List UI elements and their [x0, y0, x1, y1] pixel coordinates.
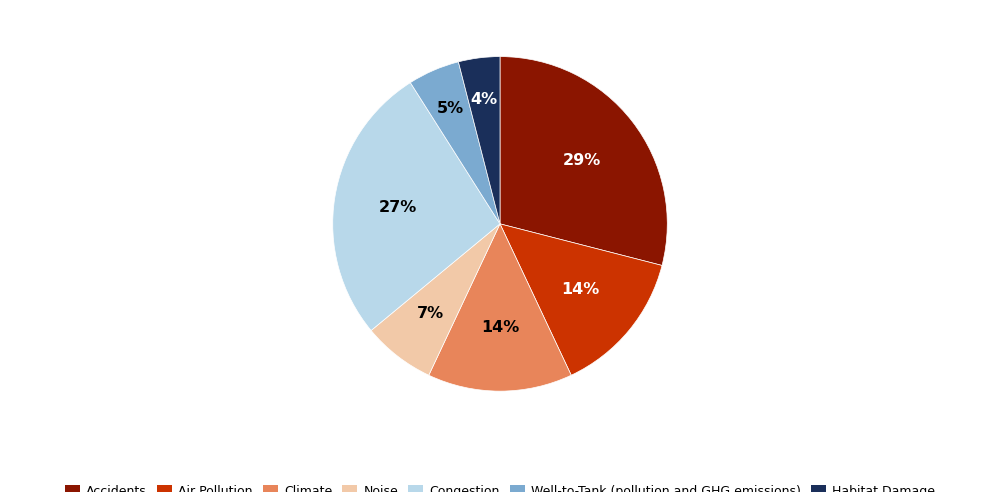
- Text: 4%: 4%: [471, 92, 498, 107]
- Legend: Accidents, Air Pollution, Climate, Noise, Congestion, Well-to-Tank (pollution an: Accidents, Air Pollution, Climate, Noise…: [61, 482, 939, 492]
- Wedge shape: [410, 62, 500, 224]
- Text: 14%: 14%: [481, 320, 519, 335]
- Text: 29%: 29%: [563, 153, 601, 168]
- Wedge shape: [333, 83, 500, 331]
- Wedge shape: [500, 57, 667, 266]
- Text: 5%: 5%: [437, 101, 464, 116]
- Wedge shape: [371, 224, 500, 375]
- Text: 7%: 7%: [417, 306, 444, 321]
- Text: 14%: 14%: [561, 282, 599, 298]
- Wedge shape: [429, 224, 571, 391]
- Wedge shape: [458, 57, 500, 224]
- Text: 27%: 27%: [378, 200, 417, 215]
- Wedge shape: [500, 224, 662, 375]
